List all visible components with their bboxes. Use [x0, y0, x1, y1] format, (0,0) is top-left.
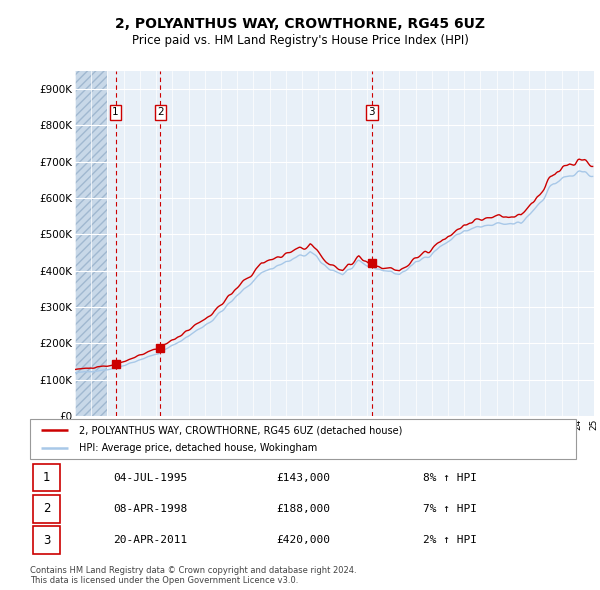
FancyBboxPatch shape — [33, 495, 60, 523]
FancyBboxPatch shape — [33, 526, 60, 553]
Text: £188,000: £188,000 — [276, 504, 330, 514]
Text: 2, POLYANTHUS WAY, CROWTHORNE, RG45 6UZ: 2, POLYANTHUS WAY, CROWTHORNE, RG45 6UZ — [115, 17, 485, 31]
FancyBboxPatch shape — [33, 464, 60, 491]
Text: 2, POLYANTHUS WAY, CROWTHORNE, RG45 6UZ (detached house): 2, POLYANTHUS WAY, CROWTHORNE, RG45 6UZ … — [79, 425, 403, 435]
Text: 7% ↑ HPI: 7% ↑ HPI — [423, 504, 477, 514]
Text: 3: 3 — [368, 107, 375, 117]
Text: 2: 2 — [157, 107, 164, 117]
Text: 1: 1 — [112, 107, 119, 117]
Bar — [75, 71, 107, 416]
FancyBboxPatch shape — [30, 419, 576, 459]
Text: 2% ↑ HPI: 2% ↑ HPI — [423, 535, 477, 545]
Text: 04-JUL-1995: 04-JUL-1995 — [113, 473, 187, 483]
Text: Contains HM Land Registry data © Crown copyright and database right 2024.
This d: Contains HM Land Registry data © Crown c… — [30, 566, 356, 585]
Text: 08-APR-1998: 08-APR-1998 — [113, 504, 187, 514]
Text: 3: 3 — [43, 533, 50, 546]
Text: Price paid vs. HM Land Registry's House Price Index (HPI): Price paid vs. HM Land Registry's House … — [131, 34, 469, 47]
Text: 20-APR-2011: 20-APR-2011 — [113, 535, 187, 545]
Text: 1: 1 — [43, 471, 50, 484]
Text: £143,000: £143,000 — [276, 473, 330, 483]
Text: HPI: Average price, detached house, Wokingham: HPI: Average price, detached house, Woki… — [79, 442, 317, 453]
Text: 8% ↑ HPI: 8% ↑ HPI — [423, 473, 477, 483]
Text: 2: 2 — [43, 502, 50, 516]
Text: £420,000: £420,000 — [276, 535, 330, 545]
